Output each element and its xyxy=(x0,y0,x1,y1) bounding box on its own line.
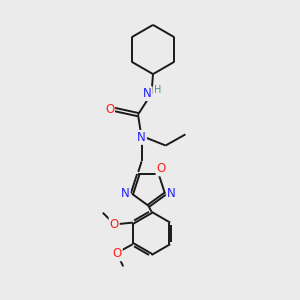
Text: N: N xyxy=(167,187,176,200)
Text: O: O xyxy=(105,103,114,116)
Text: N: N xyxy=(121,187,130,200)
Text: O: O xyxy=(110,218,119,231)
Text: O: O xyxy=(112,247,122,260)
Text: H: H xyxy=(154,85,162,95)
Text: N: N xyxy=(143,87,152,100)
Text: O: O xyxy=(157,162,166,176)
Text: N: N xyxy=(137,131,146,144)
